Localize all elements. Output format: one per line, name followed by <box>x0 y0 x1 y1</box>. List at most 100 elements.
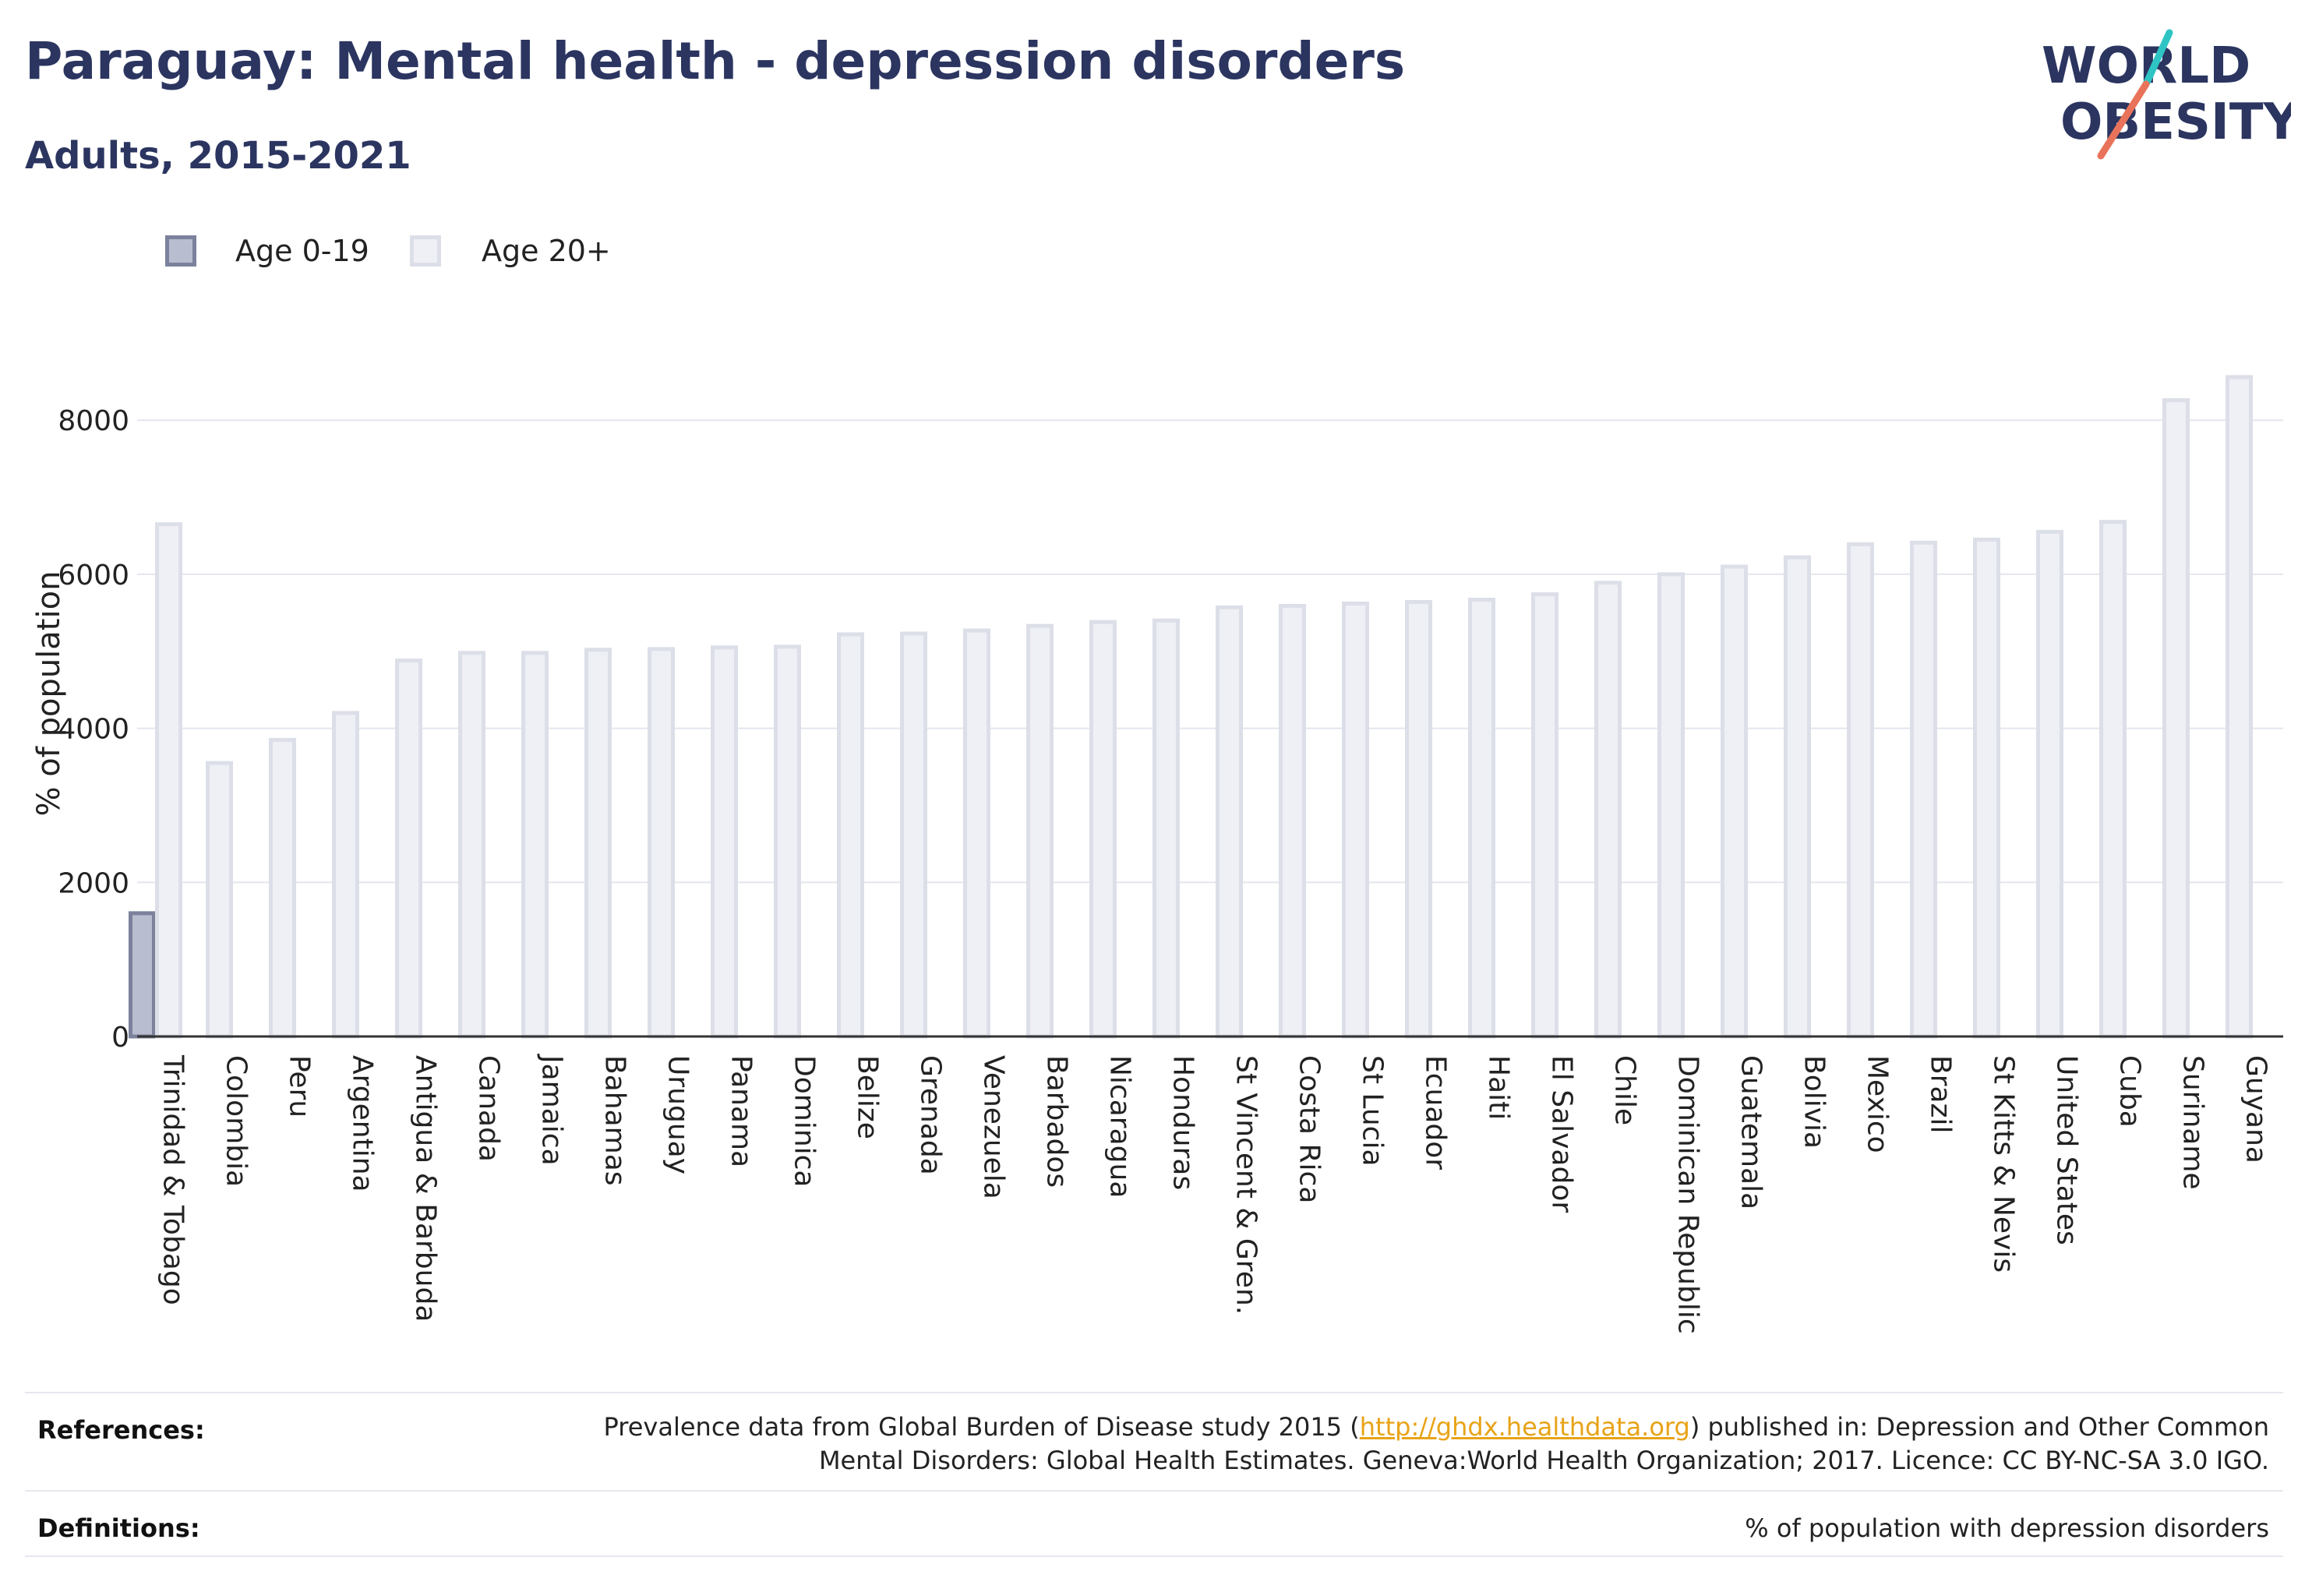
x-tick-label-dominican-republic: Dominican Republic <box>1672 1055 1704 1334</box>
legend-label-age-20-plus: Age 20+ <box>482 234 611 268</box>
x-tick-label-cuba: Cuba <box>2114 1055 2146 1128</box>
x-tick-label-st-kitts-and-nevis: St Kitts & Nevis <box>1988 1055 2020 1273</box>
x-tick-label-argentina: Argentina <box>347 1055 379 1192</box>
y-tick-label: 0 <box>111 1022 129 1054</box>
bar-age-20-plus-jamaica[interactable] <box>521 651 549 1039</box>
y-tick-label: 2000 <box>58 867 129 899</box>
references-label: References: <box>37 1415 205 1445</box>
bar-age-20-plus-haiti[interactable] <box>1468 598 1495 1039</box>
bar-age-20-plus-guatemala[interactable] <box>1721 564 1748 1039</box>
x-tick-label-honduras: Honduras <box>1167 1055 1199 1190</box>
x-tick-label-grenada: Grenada <box>915 1055 947 1175</box>
bar-age-20-plus-trinidad-and-tobago[interactable] <box>155 522 182 1039</box>
x-tick-label-uruguay: Uruguay <box>662 1055 694 1174</box>
bar-age-20-plus-st-kitts-and-nevis[interactable] <box>1973 537 2000 1039</box>
bar-age-20-plus-panama[interactable] <box>711 645 738 1039</box>
bar-age-20-plus-barbados[interactable] <box>1026 623 1054 1039</box>
footer-divider-middle <box>25 1490 2283 1492</box>
logo-line-obesity: OBESITY <box>2060 94 2291 151</box>
x-tick-label-bolivia: Bolivia <box>1798 1055 1830 1149</box>
world-obesity-logo: WORLD OBESITY <box>2042 29 2291 160</box>
page-title: Paraguay: Mental health - depression dis… <box>25 31 1406 91</box>
bar-age-20-plus-antigua-and-barbuda[interactable] <box>395 659 422 1039</box>
footer-divider-bottom <box>25 1555 2283 1557</box>
x-tick-label-belize: Belize <box>852 1055 884 1139</box>
x-tick-label-united-states: United States <box>2051 1055 2083 1245</box>
references-line-2: Mental Disorders: Global Health Estimate… <box>818 1446 2269 1475</box>
x-tick-label-antigua-and-barbuda: Antigua & Barbuda <box>410 1055 442 1322</box>
bar-age-20-plus-bolivia[interactable] <box>1784 555 1811 1039</box>
x-tick-label-brazil: Brazil <box>1925 1055 1957 1133</box>
bar-age-20-plus-bahamas[interactable] <box>584 648 612 1039</box>
bar-age-20-plus-cuba[interactable] <box>2099 520 2127 1039</box>
references-link[interactable]: http://ghdx.healthdata.org <box>1359 1412 1690 1442</box>
x-tick-label-barbados: Barbados <box>1041 1055 1073 1188</box>
bar-age-20-plus-guyana[interactable] <box>2226 375 2253 1039</box>
y-tick-label: 6000 <box>58 560 129 591</box>
x-tick-label-haiti: Haiti <box>1483 1055 1515 1120</box>
x-tick-label-suriname: Suriname <box>2177 1055 2209 1190</box>
bar-age-20-plus-dominica[interactable] <box>774 644 801 1039</box>
x-tick-label-colombia: Colombia <box>221 1055 252 1187</box>
bar-age-20-plus-peru[interactable] <box>269 737 296 1039</box>
x-tick-label-st-vincent-and-gren: St Vincent & Gren. <box>1230 1055 1262 1315</box>
x-tick-label-chile: Chile <box>1609 1055 1641 1125</box>
x-tick-label-nicaragua: Nicaragua <box>1104 1055 1136 1198</box>
bar-age-20-plus-dominican-republic[interactable] <box>1657 572 1685 1039</box>
bar-age-20-plus-colombia[interactable] <box>206 761 233 1039</box>
x-tick-label-canada: Canada <box>473 1055 505 1162</box>
x-tick-label-ecuador: Ecuador <box>1420 1055 1452 1170</box>
logo-slash-coral <box>2097 80 2150 160</box>
bar-age-20-plus-united-states[interactable] <box>2036 530 2063 1039</box>
bar-age-20-plus-nicaragua[interactable] <box>1089 620 1117 1039</box>
bar-age-20-plus-argentina[interactable] <box>332 711 359 1039</box>
references-line-1: Prevalence data from Global Burden of Di… <box>604 1411 2269 1444</box>
legend-swatch-age-0-19 <box>165 235 196 267</box>
bar-age-20-plus-venezuela[interactable] <box>963 628 990 1039</box>
bar-age-20-plus-belize[interactable] <box>837 632 864 1039</box>
x-tick-label-st-lucia: St Lucia <box>1357 1055 1389 1167</box>
y-axis-label: % of population <box>31 571 67 817</box>
bar-age-20-plus-uruguay[interactable] <box>648 647 675 1039</box>
bar-age-0-19-trinidad-and-tobago[interactable] <box>129 911 156 1039</box>
x-tick-label-costa-rica: Costa Rica <box>1294 1055 1325 1203</box>
y-tick-label: 8000 <box>58 405 129 437</box>
definitions-label: Definitions: <box>37 1513 200 1543</box>
bar-layer <box>129 375 2253 1039</box>
x-tick-label-el-salvador: El Salvador <box>1546 1055 1578 1213</box>
axis-layer: 0 2000 4000 6000 8000 Trinidad & Tobago Colomb… <box>58 405 2283 1334</box>
x-tick-label-mexico: Mexico <box>1862 1055 1894 1153</box>
page-subtitle: Adults, 2015-2021 <box>25 134 411 178</box>
x-tick-label-trinidad-and-tobago: Trinidad & Tobago <box>157 1054 189 1305</box>
footer-divider-top <box>25 1392 2283 1393</box>
y-tick-label: 4000 <box>58 714 129 746</box>
bar-age-20-plus-honduras[interactable] <box>1152 618 1180 1039</box>
x-tick-label-venezuela: Venezuela <box>978 1055 1010 1199</box>
x-tick-label-guatemala: Guatemala <box>1735 1055 1767 1209</box>
bar-age-20-plus-el-salvador[interactable] <box>1531 592 1558 1039</box>
x-tick-label-bahamas: Bahamas <box>599 1055 631 1186</box>
x-tick-label-panama: Panama <box>725 1055 757 1167</box>
legend-label-age-0-19: Age 0-19 <box>235 234 369 268</box>
bar-age-20-plus-st-vincent-and-gren[interactable] <box>1216 605 1243 1039</box>
bar-chart: 0 2000 4000 6000 8000 Trinidad & Tobago Colomb… <box>31 375 2283 1334</box>
references-text: Prevalence data from Global Burden of Di… <box>604 1411 2269 1478</box>
bar-age-20-plus-mexico[interactable] <box>1847 542 1874 1039</box>
x-tick-label-guyana: Guyana <box>2240 1055 2272 1163</box>
bar-age-20-plus-suriname[interactable] <box>2162 397 2190 1039</box>
bar-age-20-plus-canada[interactable] <box>458 651 485 1039</box>
bar-age-20-plus-costa-rica[interactable] <box>1279 603 1306 1039</box>
legend-swatch-age-20-plus <box>410 235 441 267</box>
references-line-1-end: ) published in: Depression and Other Com… <box>1689 1412 2269 1442</box>
bar-age-20-plus-grenada[interactable] <box>900 631 927 1039</box>
logo-slash-teal <box>2142 29 2173 88</box>
x-tick-label-jamaica: Jamaica <box>536 1054 568 1166</box>
bar-age-20-plus-st-lucia[interactable] <box>1342 601 1369 1039</box>
references-line-1-start: Prevalence data from Global Burden of Di… <box>603 1412 1360 1442</box>
x-tick-label-peru: Peru <box>284 1055 316 1118</box>
bar-age-20-plus-ecuador[interactable] <box>1405 599 1432 1039</box>
bar-age-20-plus-brazil[interactable] <box>1910 540 1937 1039</box>
definitions-text: % of population with depression disorder… <box>1745 1513 2269 1543</box>
bar-age-20-plus-chile[interactable] <box>1594 581 1622 1039</box>
x-tick-label-dominica: Dominica <box>789 1055 821 1188</box>
